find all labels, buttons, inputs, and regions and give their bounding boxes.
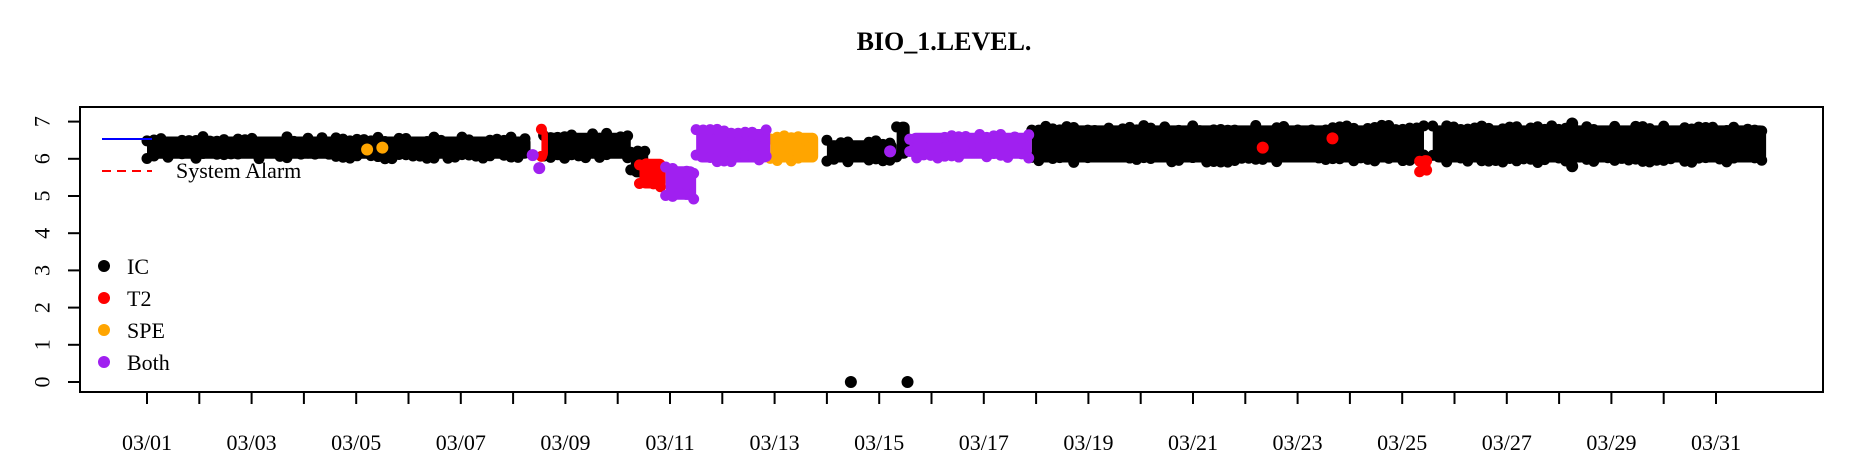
x-tick-label: 03/21 — [1168, 430, 1218, 455]
ic-point — [1609, 120, 1621, 132]
ic-point — [246, 146, 258, 158]
legend-point-swatch — [98, 292, 110, 304]
both-point — [1023, 152, 1035, 164]
both-point — [533, 162, 546, 175]
series-ic — [141, 117, 1768, 388]
x-tick-label: 03/11 — [645, 430, 694, 455]
ic-point — [505, 131, 517, 143]
ic-point — [1427, 120, 1439, 132]
x-tick-label: 03/19 — [1063, 430, 1113, 455]
legend-point-swatch — [98, 324, 110, 336]
t2-point — [1421, 155, 1433, 167]
legend-point-label: Both — [127, 350, 170, 375]
both-point — [753, 130, 765, 142]
ic-point — [274, 137, 286, 149]
both-point — [526, 149, 539, 162]
series-t2 — [535, 123, 1433, 193]
legend-point-label: IC — [127, 254, 149, 279]
ic-point — [1418, 120, 1430, 132]
spe-point — [361, 143, 374, 156]
y-axis: 0 1 2 3 4 5 6 7 — [30, 116, 80, 388]
both-point — [884, 145, 897, 158]
y-tick-label: 2 — [30, 302, 55, 313]
legend-point-swatch — [98, 260, 110, 272]
ic-point — [844, 376, 857, 388]
t2-point — [1256, 141, 1269, 154]
ic-point — [1194, 149, 1206, 161]
ic-point — [1756, 125, 1768, 137]
x-tick-label: 03/09 — [540, 430, 590, 455]
x-axis: 03/01 03/03 03/05 03/07 03/09 03/11 03/13 03/15… — [122, 392, 1741, 455]
ic-point — [281, 152, 293, 164]
x-tick-label: 03/15 — [854, 430, 904, 455]
both-point — [760, 124, 772, 136]
ic-point — [1243, 126, 1255, 138]
legend-line-label: System Alarm — [176, 158, 301, 183]
ic-point — [1264, 149, 1276, 161]
x-tick-label: 03/03 — [227, 430, 277, 455]
spe-point — [376, 141, 389, 154]
t2-point — [654, 181, 666, 193]
ic-point — [1434, 127, 1446, 139]
y-tick-label: 4 — [30, 228, 55, 239]
legend-point-swatch — [98, 356, 110, 368]
t2-point — [535, 123, 547, 135]
x-tick-label: 03/27 — [1482, 430, 1532, 455]
x-tick-label: 03/25 — [1377, 430, 1427, 455]
ic-point — [1278, 120, 1290, 132]
ic-point — [1441, 156, 1453, 168]
y-tick-label: 7 — [30, 116, 55, 127]
x-tick-label: 03/23 — [1273, 430, 1323, 455]
ic-point — [1566, 117, 1579, 130]
ic-point — [435, 145, 447, 157]
ic-point — [1756, 154, 1768, 166]
spe-point — [806, 132, 818, 144]
legend-point-label: SPE — [127, 318, 165, 343]
ic-point — [639, 145, 651, 157]
legend-point-label: T2 — [127, 286, 151, 311]
t2-point — [535, 150, 547, 162]
spe-point — [806, 151, 818, 163]
ic-point — [428, 152, 440, 164]
x-tick-label: 03/01 — [122, 430, 172, 455]
both-point — [688, 193, 700, 205]
ic-point — [884, 137, 896, 149]
both-point — [688, 167, 700, 179]
x-tick-label: 03/31 — [1691, 430, 1741, 455]
y-tick-label: 5 — [30, 191, 55, 202]
both-point — [904, 145, 916, 157]
y-tick-label: 0 — [30, 377, 55, 388]
ic-point — [898, 122, 910, 134]
chart-title: BIO_1.LEVEL. — [857, 27, 1032, 56]
legend-lines: System Alarm — [102, 138, 301, 183]
ic-point — [901, 376, 914, 388]
ic-point — [580, 134, 592, 146]
ic-point — [622, 130, 634, 142]
ic-point — [601, 127, 613, 139]
ic-point — [519, 133, 531, 145]
x-tick-label: 03/05 — [331, 430, 381, 455]
both-point — [1023, 129, 1035, 141]
x-tick-label: 03/07 — [436, 430, 486, 455]
y-tick-label: 6 — [30, 153, 55, 164]
x-tick-label: 03/29 — [1586, 430, 1636, 455]
plot-frame — [79, 106, 1824, 393]
x-tick-label: 03/13 — [750, 430, 800, 455]
y-tick-label: 3 — [30, 265, 55, 276]
x-tick-label: 03/17 — [959, 430, 1009, 455]
both-point — [760, 150, 772, 162]
y-tick-label: 1 — [30, 339, 55, 350]
t2-point — [1421, 164, 1433, 176]
legend-points: IC T2 SPE Both — [98, 254, 170, 375]
data-layer — [141, 117, 1768, 388]
ic-point — [1566, 160, 1579, 173]
series-both — [526, 123, 1035, 205]
t2-point — [1326, 132, 1339, 145]
